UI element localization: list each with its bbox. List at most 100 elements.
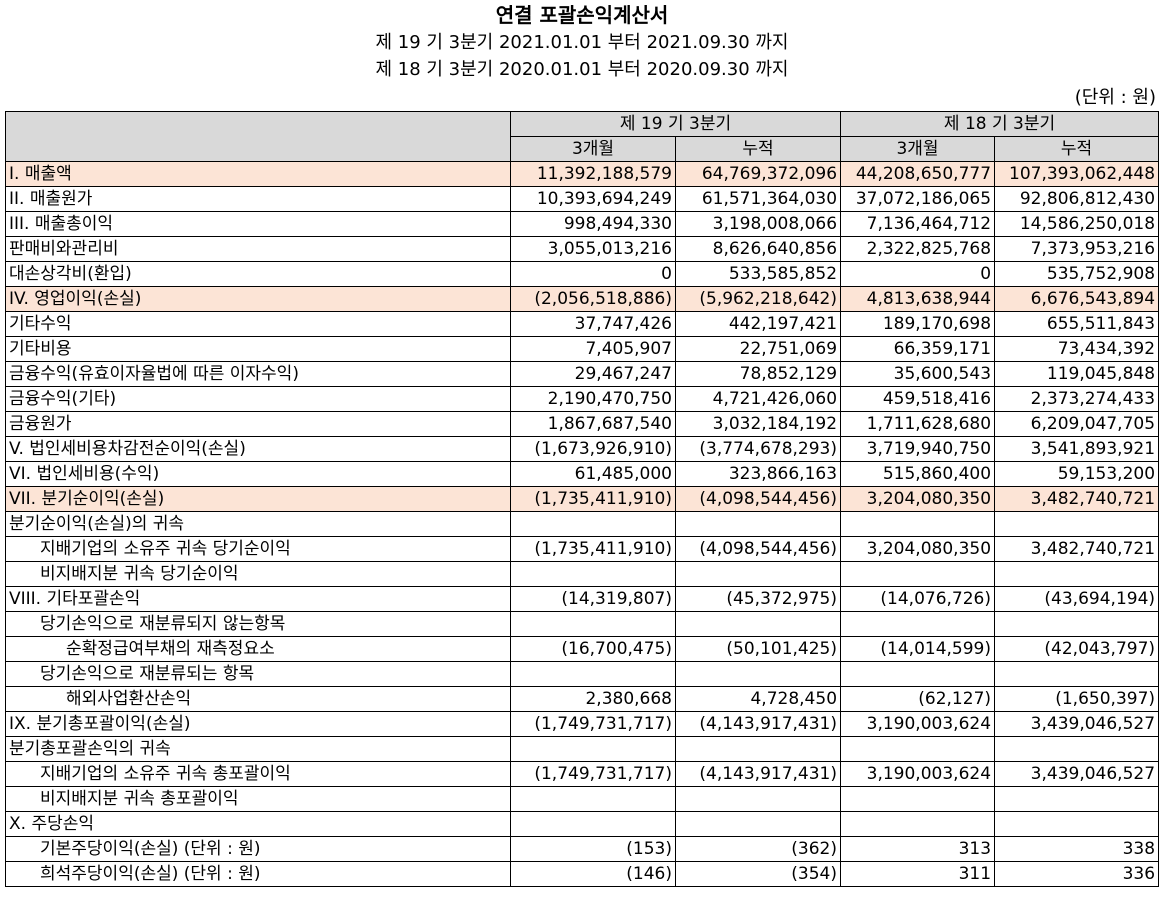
value-cell: 535,752,908 bbox=[994, 261, 1160, 287]
value-cell bbox=[840, 511, 996, 537]
value-cell: (1,735,411,910) bbox=[510, 486, 676, 512]
value-cell: (146) bbox=[510, 861, 676, 887]
value-cell: (5,962,218,642) bbox=[674, 286, 842, 312]
value-cell bbox=[840, 786, 996, 812]
row-label: 금융원가 bbox=[5, 411, 511, 437]
value-cell: (1,749,731,717) bbox=[510, 761, 676, 787]
value-cell: 1,867,687,540 bbox=[510, 411, 676, 437]
value-cell bbox=[840, 561, 996, 587]
value-cell: 313 bbox=[840, 836, 996, 862]
table-row: 금융수익(기타) 2,190,470,750 4,721,426,060 459,51… bbox=[5, 386, 1160, 412]
value-cell: (43,694,194) bbox=[994, 586, 1160, 612]
row-label: 당기손익으로 재분류되는 항목 bbox=[5, 661, 511, 687]
row-label: 지배기업의 소유주 귀속 당기순이익 bbox=[5, 536, 511, 562]
value-cell: (4,143,917,431) bbox=[674, 711, 842, 737]
value-cell: (45,372,975) bbox=[674, 586, 842, 612]
value-cell: 2,373,274,433 bbox=[994, 386, 1160, 412]
row-label: 기타비용 bbox=[5, 336, 511, 362]
value-cell bbox=[674, 511, 842, 537]
table-row: 판매비와관리비 3,055,013,216 8,626,640,856 2,322,8… bbox=[5, 236, 1160, 262]
value-cell: 655,511,843 bbox=[994, 311, 1160, 337]
header-current-cum: 누적 bbox=[674, 136, 842, 162]
value-cell: 66,359,171 bbox=[840, 336, 996, 362]
value-cell: 3,719,940,750 bbox=[840, 436, 996, 462]
value-cell: 336 bbox=[994, 861, 1160, 887]
table-row: 기타비용 7,405,907 22,751,069 66,359,171 73,434,… bbox=[5, 336, 1160, 362]
row-label: IX. 분기총포괄이익(손실) bbox=[5, 711, 511, 737]
row-label: VI. 법인세비용(수익) bbox=[5, 461, 511, 487]
header-current-3m: 3개월 bbox=[510, 136, 676, 162]
value-cell: 3,482,740,721 bbox=[994, 486, 1160, 512]
table-row: 지배기업의 소유주 귀속 총포괄이익 (1,749,731,717) (4,143,… bbox=[5, 761, 1160, 787]
value-cell: 0 bbox=[840, 261, 996, 287]
value-cell: 3,190,003,624 bbox=[840, 761, 996, 787]
table-row: V. 법인세비용차감전순이익(손실) (1,673,926,910) (3,774,… bbox=[5, 436, 1160, 462]
value-cell: (1,735,411,910) bbox=[510, 536, 676, 562]
value-cell: (14,014,599) bbox=[840, 636, 996, 662]
row-label: 금융수익(유효이자율법에 따른 이자수익) bbox=[5, 361, 511, 387]
value-cell: 119,045,848 bbox=[994, 361, 1160, 387]
value-cell bbox=[994, 611, 1160, 637]
table-row: VIII. 기타포괄손익 (14,319,807) (45,372,975) (14,… bbox=[5, 586, 1160, 612]
period-current: 제 19 기 3분기 2021.01.01 부터 2021.09.30 까지 bbox=[375, 32, 789, 53]
row-label: 당기손익으로 재분류되지 않는항목 bbox=[5, 611, 511, 637]
table-row: 기타수익 37,747,426 442,197,421 189,170,698 655,… bbox=[5, 311, 1160, 337]
value-cell: (4,098,544,456) bbox=[674, 486, 842, 512]
value-cell: (1,673,926,910) bbox=[510, 436, 676, 462]
value-cell: 37,747,426 bbox=[510, 311, 676, 337]
row-label: 대손상각비(환입) bbox=[5, 261, 511, 287]
value-cell bbox=[994, 511, 1160, 537]
table-row: 비지배지분 귀속 총포괄이익 bbox=[5, 786, 1160, 812]
value-cell bbox=[674, 736, 842, 762]
value-cell bbox=[510, 736, 676, 762]
value-cell: 2,380,668 bbox=[510, 686, 676, 712]
table-row: 분기총포괄손익의 귀속 bbox=[5, 736, 1160, 762]
value-cell bbox=[510, 561, 676, 587]
value-cell: 59,153,200 bbox=[994, 461, 1160, 487]
value-cell bbox=[510, 786, 676, 812]
value-cell bbox=[674, 811, 842, 837]
value-cell: 107,393,062,448 bbox=[994, 161, 1160, 187]
header-group-prior: 제 18 기 3분기 bbox=[840, 111, 1160, 137]
table-row: X. 주당손익 bbox=[5, 811, 1160, 837]
value-cell: 6,209,047,705 bbox=[994, 411, 1160, 437]
value-cell: 22,751,069 bbox=[674, 336, 842, 362]
value-cell: (42,043,797) bbox=[994, 636, 1160, 662]
value-cell bbox=[994, 561, 1160, 587]
value-cell bbox=[840, 661, 996, 687]
value-cell: 442,197,421 bbox=[674, 311, 842, 337]
value-cell: 29,467,247 bbox=[510, 361, 676, 387]
statement-title: 연결 포괄손익계산서 bbox=[495, 3, 669, 27]
value-cell: 4,721,426,060 bbox=[674, 386, 842, 412]
value-cell: (153) bbox=[510, 836, 676, 862]
value-cell: 3,055,013,216 bbox=[510, 236, 676, 262]
value-cell: 7,136,464,712 bbox=[840, 211, 996, 237]
row-label: 순확정급여부채의 재측정요소 bbox=[5, 636, 511, 662]
table-row: 분기순이익(손실)의 귀속 bbox=[5, 511, 1160, 537]
row-label: 기타수익 bbox=[5, 311, 511, 337]
row-label: 분기총포괄손익의 귀속 bbox=[5, 736, 511, 762]
table-row: VI. 법인세비용(수익) 61,485,000 323,866,163 515,86… bbox=[5, 461, 1160, 487]
row-label: IV. 영업이익(손실) bbox=[5, 286, 511, 312]
row-label: 비지배지분 귀속 총포괄이익 bbox=[5, 786, 511, 812]
table-row: IX. 분기총포괄이익(손실) (1,749,731,717) (4,143,917… bbox=[5, 711, 1160, 737]
value-cell bbox=[510, 661, 676, 687]
row-label: 해외사업환산손익 bbox=[5, 686, 511, 712]
value-cell: 3,198,008,066 bbox=[674, 211, 842, 237]
row-label: 판매비와관리비 bbox=[5, 236, 511, 262]
value-cell bbox=[674, 611, 842, 637]
value-cell bbox=[510, 611, 676, 637]
value-cell: 37,072,186,065 bbox=[840, 186, 996, 212]
table-row: III. 매출총이익 998,494,330 3,198,008,066 7,136,… bbox=[5, 211, 1160, 237]
value-cell: (354) bbox=[674, 861, 842, 887]
table-row: VII. 분기순이익(손실) (1,735,411,910) (4,098,544,… bbox=[5, 486, 1160, 512]
value-cell bbox=[510, 511, 676, 537]
row-label: 기본주당이익(손실) (단위 : 원) bbox=[5, 836, 511, 862]
value-cell: 64,769,372,096 bbox=[674, 161, 842, 187]
value-cell: (14,076,726) bbox=[840, 586, 996, 612]
value-cell: (362) bbox=[674, 836, 842, 862]
table-row: 대손상각비(환입) 0 533,585,852 0 535,752,908 bbox=[5, 261, 1160, 287]
value-cell bbox=[674, 661, 842, 687]
value-cell: 4,728,450 bbox=[674, 686, 842, 712]
table-row: 비지배지분 귀속 당기순이익 bbox=[5, 561, 1160, 587]
